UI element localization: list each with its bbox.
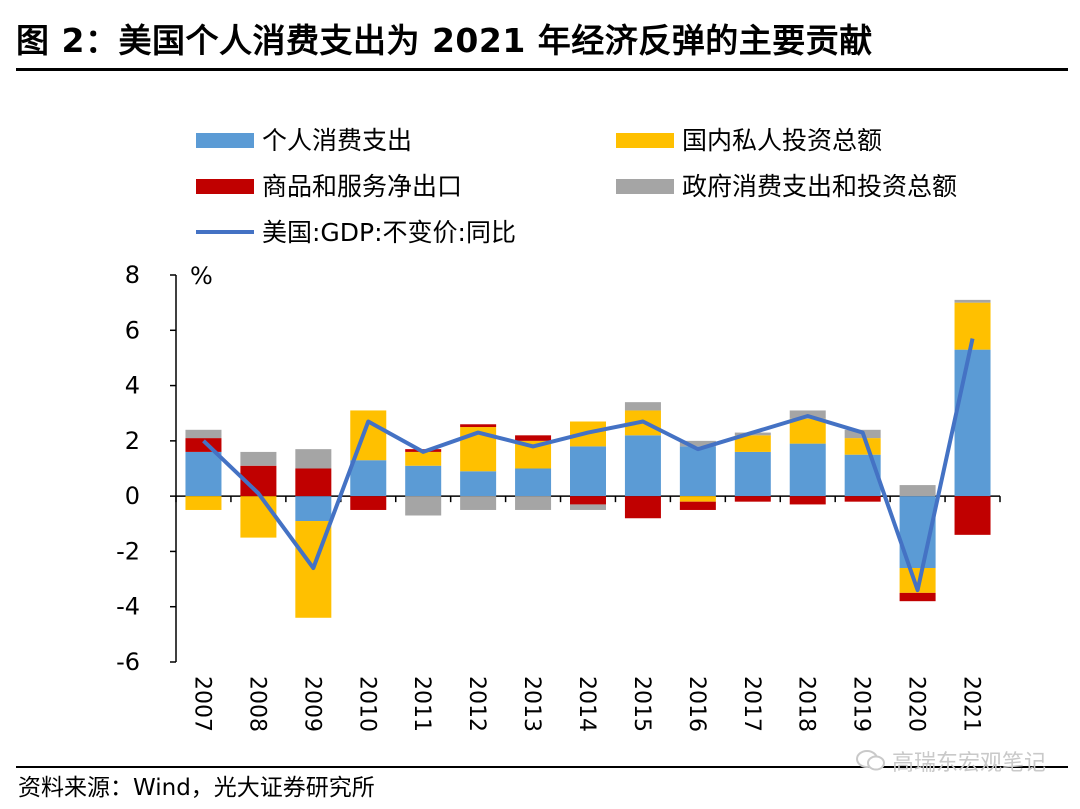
legend-label: 个人消费支出 xyxy=(262,126,412,155)
legend-label: 政府消费支出和投资总额 xyxy=(682,172,957,201)
figure-title: 图 2：美国个人消费支出为 2021 年经济反弹的主要贡献 xyxy=(16,21,873,60)
bar-segment xyxy=(789,418,826,444)
legend-swatch xyxy=(616,133,674,148)
y-tick-label: -6 xyxy=(116,648,140,676)
bar-segment xyxy=(679,501,716,510)
watermark-text: 高瑞东宏观笔记 xyxy=(891,751,1046,776)
x-tick-label: 2016 xyxy=(684,676,709,732)
y-tick-label: -2 xyxy=(116,537,140,565)
bar-segment xyxy=(844,438,881,455)
bar-segment xyxy=(460,496,497,510)
watermark: 高瑞东宏观笔记 xyxy=(855,745,1046,777)
bar-segment xyxy=(679,440,716,447)
bar-segment xyxy=(295,449,332,469)
bar-segment xyxy=(350,460,387,497)
source-note: 资料来源：Wind，光大证券研究所 xyxy=(18,775,375,801)
bar-segment xyxy=(679,496,716,502)
legend-swatch xyxy=(196,179,254,194)
y-tick-label: 8 xyxy=(125,261,140,289)
bar-segment xyxy=(899,485,936,497)
bar-segment xyxy=(185,496,222,510)
legend-swatch xyxy=(616,179,674,194)
bar-segment xyxy=(295,496,332,522)
bar-segment xyxy=(515,435,552,441)
y-tick-label: 6 xyxy=(125,316,140,344)
x-tick-label: 2021 xyxy=(959,676,984,732)
x-tick-label: 2014 xyxy=(574,676,599,732)
x-tick-label: 2017 xyxy=(739,676,764,732)
legend-item: 国内私人投资总额 xyxy=(616,126,882,155)
y-tick-label: 2 xyxy=(125,427,140,455)
bar-segment xyxy=(954,299,991,303)
bar-segment xyxy=(185,451,222,497)
legend-item: 个人消费支出 xyxy=(196,126,412,155)
bar-segment xyxy=(624,496,661,519)
bar-segment xyxy=(295,468,332,497)
bar-segment xyxy=(460,471,497,497)
x-tick-label: 2012 xyxy=(464,676,489,732)
bar-segment xyxy=(844,496,881,502)
bar-segment xyxy=(460,424,497,428)
bar-segment xyxy=(405,451,442,466)
y-unit-label: % xyxy=(190,262,213,290)
bar-segment xyxy=(405,496,442,516)
legend-item: 商品和服务净出口 xyxy=(196,172,462,201)
y-tick-label: 4 xyxy=(125,372,140,400)
bar-segment xyxy=(350,496,387,510)
legend-item: 美国:GDP:不变价:同比 xyxy=(196,218,516,247)
bar-segment xyxy=(789,443,826,497)
bar-segment xyxy=(734,435,771,452)
title-rule xyxy=(16,68,1068,71)
x-tick-label: 2009 xyxy=(299,676,324,732)
x-tick-label: 2008 xyxy=(244,676,269,732)
legend-swatch xyxy=(196,133,254,148)
x-tick-label: 2019 xyxy=(849,676,874,732)
bar-segment xyxy=(624,435,661,497)
chart-line xyxy=(202,338,975,593)
x-tick-label: 2011 xyxy=(409,676,434,732)
legend-label: 美国:GDP:不变价:同比 xyxy=(262,218,516,247)
x-tick-label: 2010 xyxy=(354,676,379,732)
legend-label: 商品和服务净出口 xyxy=(262,172,462,201)
bar-segment xyxy=(789,496,826,505)
bar-segment xyxy=(185,429,222,439)
bar-segment xyxy=(570,504,606,510)
bar-segment xyxy=(734,451,771,497)
bar-segment xyxy=(954,496,991,535)
y-tick-label: -4 xyxy=(116,593,140,621)
bar-segment xyxy=(515,496,552,510)
bar-segment xyxy=(570,446,606,497)
x-tick-label: 2013 xyxy=(519,676,544,732)
bar-segment xyxy=(844,454,881,497)
bar-segment xyxy=(954,349,991,497)
legend-item: 政府消费支出和投资总额 xyxy=(616,172,957,201)
wechat-icon xyxy=(855,750,885,771)
x-tick-label: 2015 xyxy=(629,676,654,732)
bar-segment xyxy=(240,496,277,538)
legend-label: 国内私人投资总额 xyxy=(682,126,882,155)
x-tick-label: 2007 xyxy=(189,676,214,732)
y-tick-label: 0 xyxy=(125,482,140,510)
bar-segment xyxy=(624,402,661,411)
bar-segment xyxy=(570,496,606,505)
gdp-line xyxy=(202,338,975,593)
bar-segment xyxy=(185,438,222,452)
bottom-rule xyxy=(16,766,1068,768)
x-tick-label: 2020 xyxy=(904,676,929,732)
bar-segment xyxy=(899,592,936,602)
x-tick-label: 2018 xyxy=(794,676,819,732)
bar-segment xyxy=(240,451,277,466)
bar-segment xyxy=(405,465,442,497)
bar-segment xyxy=(734,496,771,502)
bar-segment xyxy=(515,468,552,497)
bar-segment xyxy=(679,446,716,497)
